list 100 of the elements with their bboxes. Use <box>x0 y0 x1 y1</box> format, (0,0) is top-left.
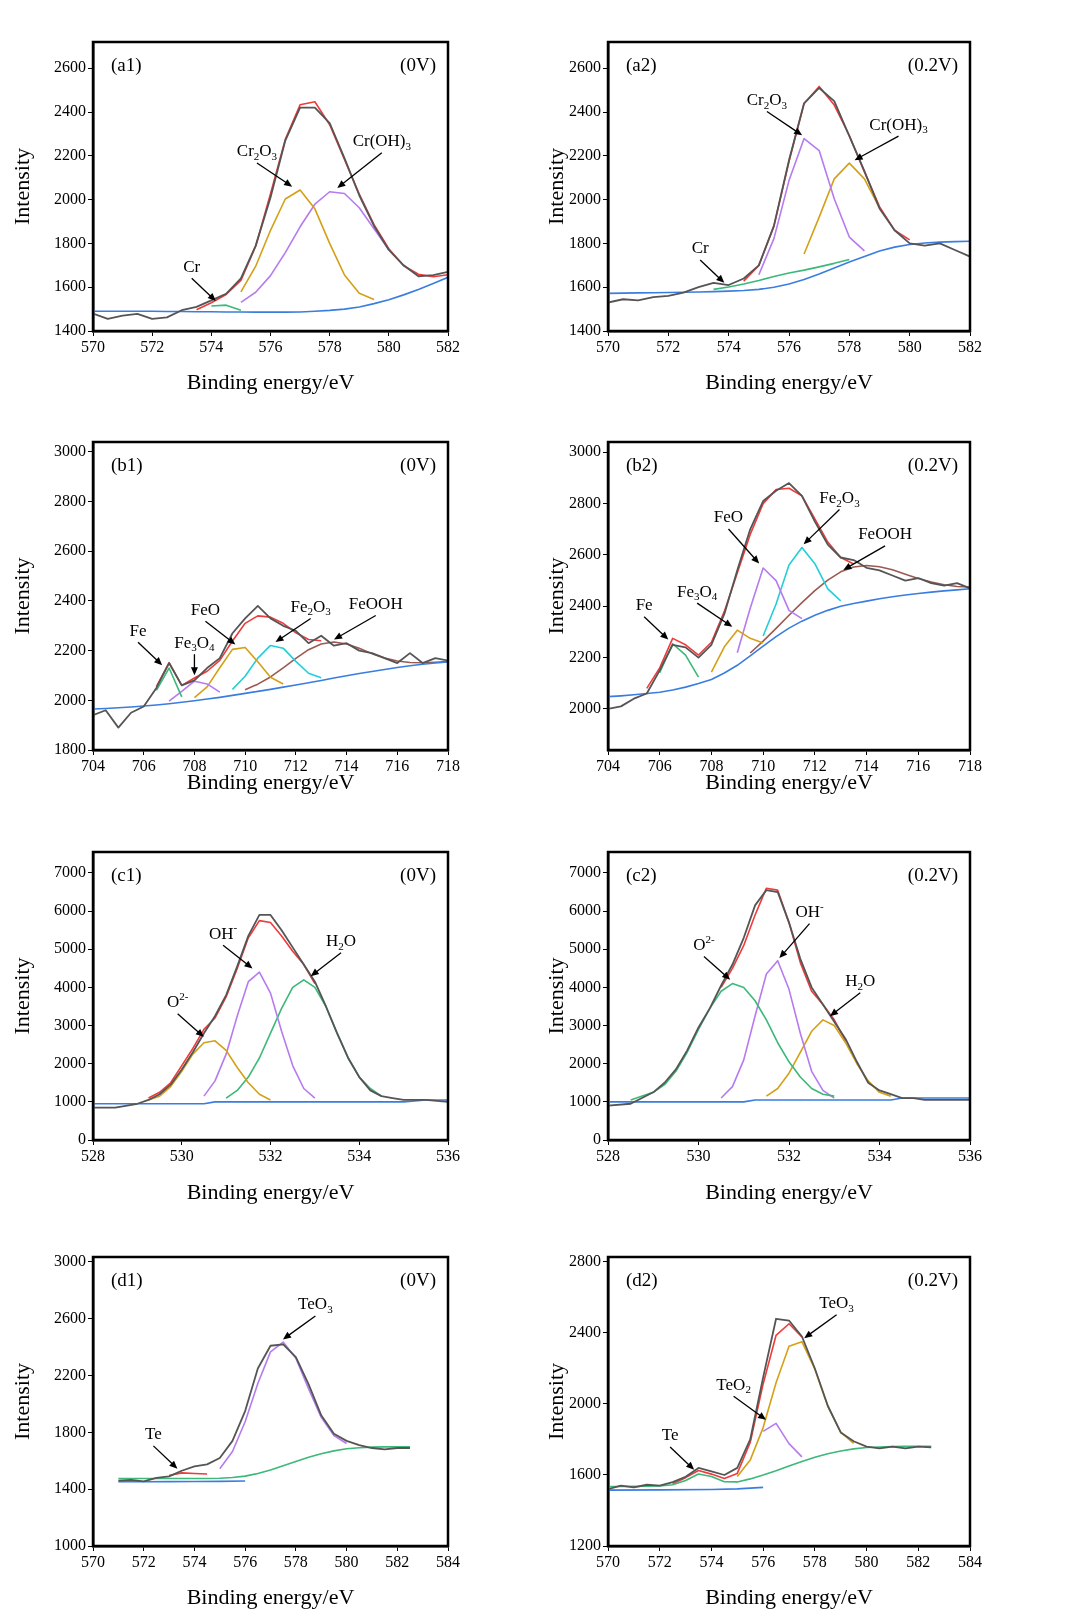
x-tick-label: 532 <box>777 1146 801 1164</box>
y-tick-label: 6000 <box>54 901 86 919</box>
y-tick-label: 2000 <box>569 189 601 207</box>
y-tick-label: 2200 <box>569 647 601 665</box>
y-tick-label: 2600 <box>54 1308 86 1326</box>
y-tick-label: 2000 <box>569 1394 601 1412</box>
y-tick-label: 2200 <box>54 146 86 164</box>
x-tick-label: 570 <box>596 337 620 355</box>
y-tick-label: 1000 <box>54 1092 86 1110</box>
y-tick-label: 2000 <box>569 699 601 717</box>
y-axis-title: Intensity <box>542 957 568 1035</box>
y-tick-label: 6000 <box>569 901 601 919</box>
x-tick-label: 570 <box>81 337 105 355</box>
y-tick-label: 1800 <box>54 740 86 758</box>
text: (0V) <box>400 1268 437 1291</box>
text: (c2) <box>626 863 657 886</box>
annotation: Cr <box>183 256 201 276</box>
x-tick-label: 580 <box>897 337 922 355</box>
x-axis-title: Binding energy/eV <box>705 1583 873 1609</box>
x-tick-label: 572 <box>140 337 165 355</box>
y-tick-label: 1600 <box>569 277 601 295</box>
y-tick-label: 3000 <box>54 1015 86 1033</box>
x-tick-label: 576 <box>777 337 801 355</box>
x-tick-label: 712 <box>283 756 308 774</box>
y-tick-label: 2400 <box>569 596 601 614</box>
y-tick-label: 2400 <box>569 1323 601 1341</box>
text: (c1) <box>111 863 142 886</box>
text: (a1) <box>111 53 142 76</box>
y-tick-label: 1200 <box>569 1536 601 1554</box>
y-tick-label: 1000 <box>54 1536 86 1554</box>
text: (0.2V) <box>907 1268 959 1291</box>
y-tick-label: 1600 <box>569 1465 601 1483</box>
y-tick-label: 7000 <box>54 863 86 881</box>
x-axis-title: Binding energy/eV <box>186 368 355 394</box>
y-tick-label: 5000 <box>54 939 86 957</box>
x-tick-label: 578 <box>283 1552 308 1570</box>
x-axis-title: Binding energy/eV <box>705 1178 873 1204</box>
x-tick-label: 704 <box>81 756 105 774</box>
text: (0V) <box>400 453 437 476</box>
x-tick-label: 710 <box>233 756 258 774</box>
text: (0.2V) <box>907 863 959 886</box>
text: (b2) <box>626 453 658 476</box>
x-tick-label: 706 <box>131 756 156 774</box>
y-tick-label: 2400 <box>569 102 601 120</box>
x-tick-label: 712 <box>802 756 827 774</box>
annotation: Fe <box>129 620 147 640</box>
x-tick-label: 528 <box>81 1146 105 1164</box>
annotation: OH- <box>208 921 238 943</box>
y-tick-label: 4000 <box>54 977 86 995</box>
y-tick-label: 3000 <box>54 442 86 460</box>
text: (0V) <box>400 53 437 76</box>
x-tick-label: 572 <box>131 1552 156 1570</box>
y-tick-label: 0 <box>593 1130 601 1148</box>
annotation: Cr <box>691 238 710 258</box>
y-axis-title: Intensity <box>542 557 568 635</box>
y-axis-title: Intensity <box>8 148 34 225</box>
annotation: Te <box>661 1425 679 1445</box>
y-tick-label: 3000 <box>569 442 601 460</box>
x-tick-label: 528 <box>596 1146 620 1164</box>
x-tick-label: 578 <box>837 337 862 355</box>
x-tick-label: 576 <box>258 337 283 355</box>
x-tick-label: 576 <box>233 1552 258 1570</box>
y-axis-title: Intensity <box>8 1363 34 1440</box>
x-tick-label: 534 <box>867 1146 892 1164</box>
y-axis-title: Intensity <box>8 957 34 1035</box>
text: (0.2V) <box>907 53 959 76</box>
y-axis-title: Intensity <box>542 148 568 225</box>
annotation: FeO <box>190 599 221 619</box>
y-tick-label: 2000 <box>54 1053 86 1071</box>
y-tick-label: 1800 <box>54 233 86 251</box>
text: (d2) <box>626 1268 658 1291</box>
x-tick-label: 718 <box>436 756 460 774</box>
y-tick-label: 1600 <box>54 277 86 295</box>
y-tick-label: 2800 <box>569 493 601 511</box>
annotation: Te <box>145 1424 162 1444</box>
x-tick-label: 584 <box>436 1552 460 1570</box>
x-tick-label: 570 <box>81 1552 105 1570</box>
x-tick-label: 582 <box>385 1552 410 1570</box>
y-tick-label: 1800 <box>569 233 601 251</box>
annotation: FeO <box>713 507 744 527</box>
y-tick-label: 2200 <box>54 640 86 658</box>
x-axis-title: Binding energy/eV <box>705 368 873 394</box>
x-tick-label: 576 <box>751 1552 776 1570</box>
y-tick-label: 2600 <box>54 541 86 559</box>
x-tick-label: 530 <box>169 1146 194 1164</box>
x-tick-label: 718 <box>958 756 982 774</box>
x-tick-label: 570 <box>596 1552 620 1570</box>
y-tick-label: 2400 <box>54 591 86 609</box>
y-tick-label: 2000 <box>54 690 86 708</box>
x-tick-label: 580 <box>334 1552 359 1570</box>
x-tick-label: 716 <box>906 756 931 774</box>
y-tick-label: 1400 <box>569 321 601 339</box>
text: (a2) <box>626 53 657 76</box>
annotation: FeOOH <box>858 524 912 544</box>
annotation: OH- <box>795 899 824 922</box>
x-tick-label: 582 <box>906 1552 931 1570</box>
y-tick-label: 2000 <box>54 189 86 207</box>
x-axis-title: Binding energy/eV <box>186 1583 355 1609</box>
y-tick-label: 5000 <box>569 939 601 957</box>
y-tick-label: 2600 <box>569 58 601 76</box>
